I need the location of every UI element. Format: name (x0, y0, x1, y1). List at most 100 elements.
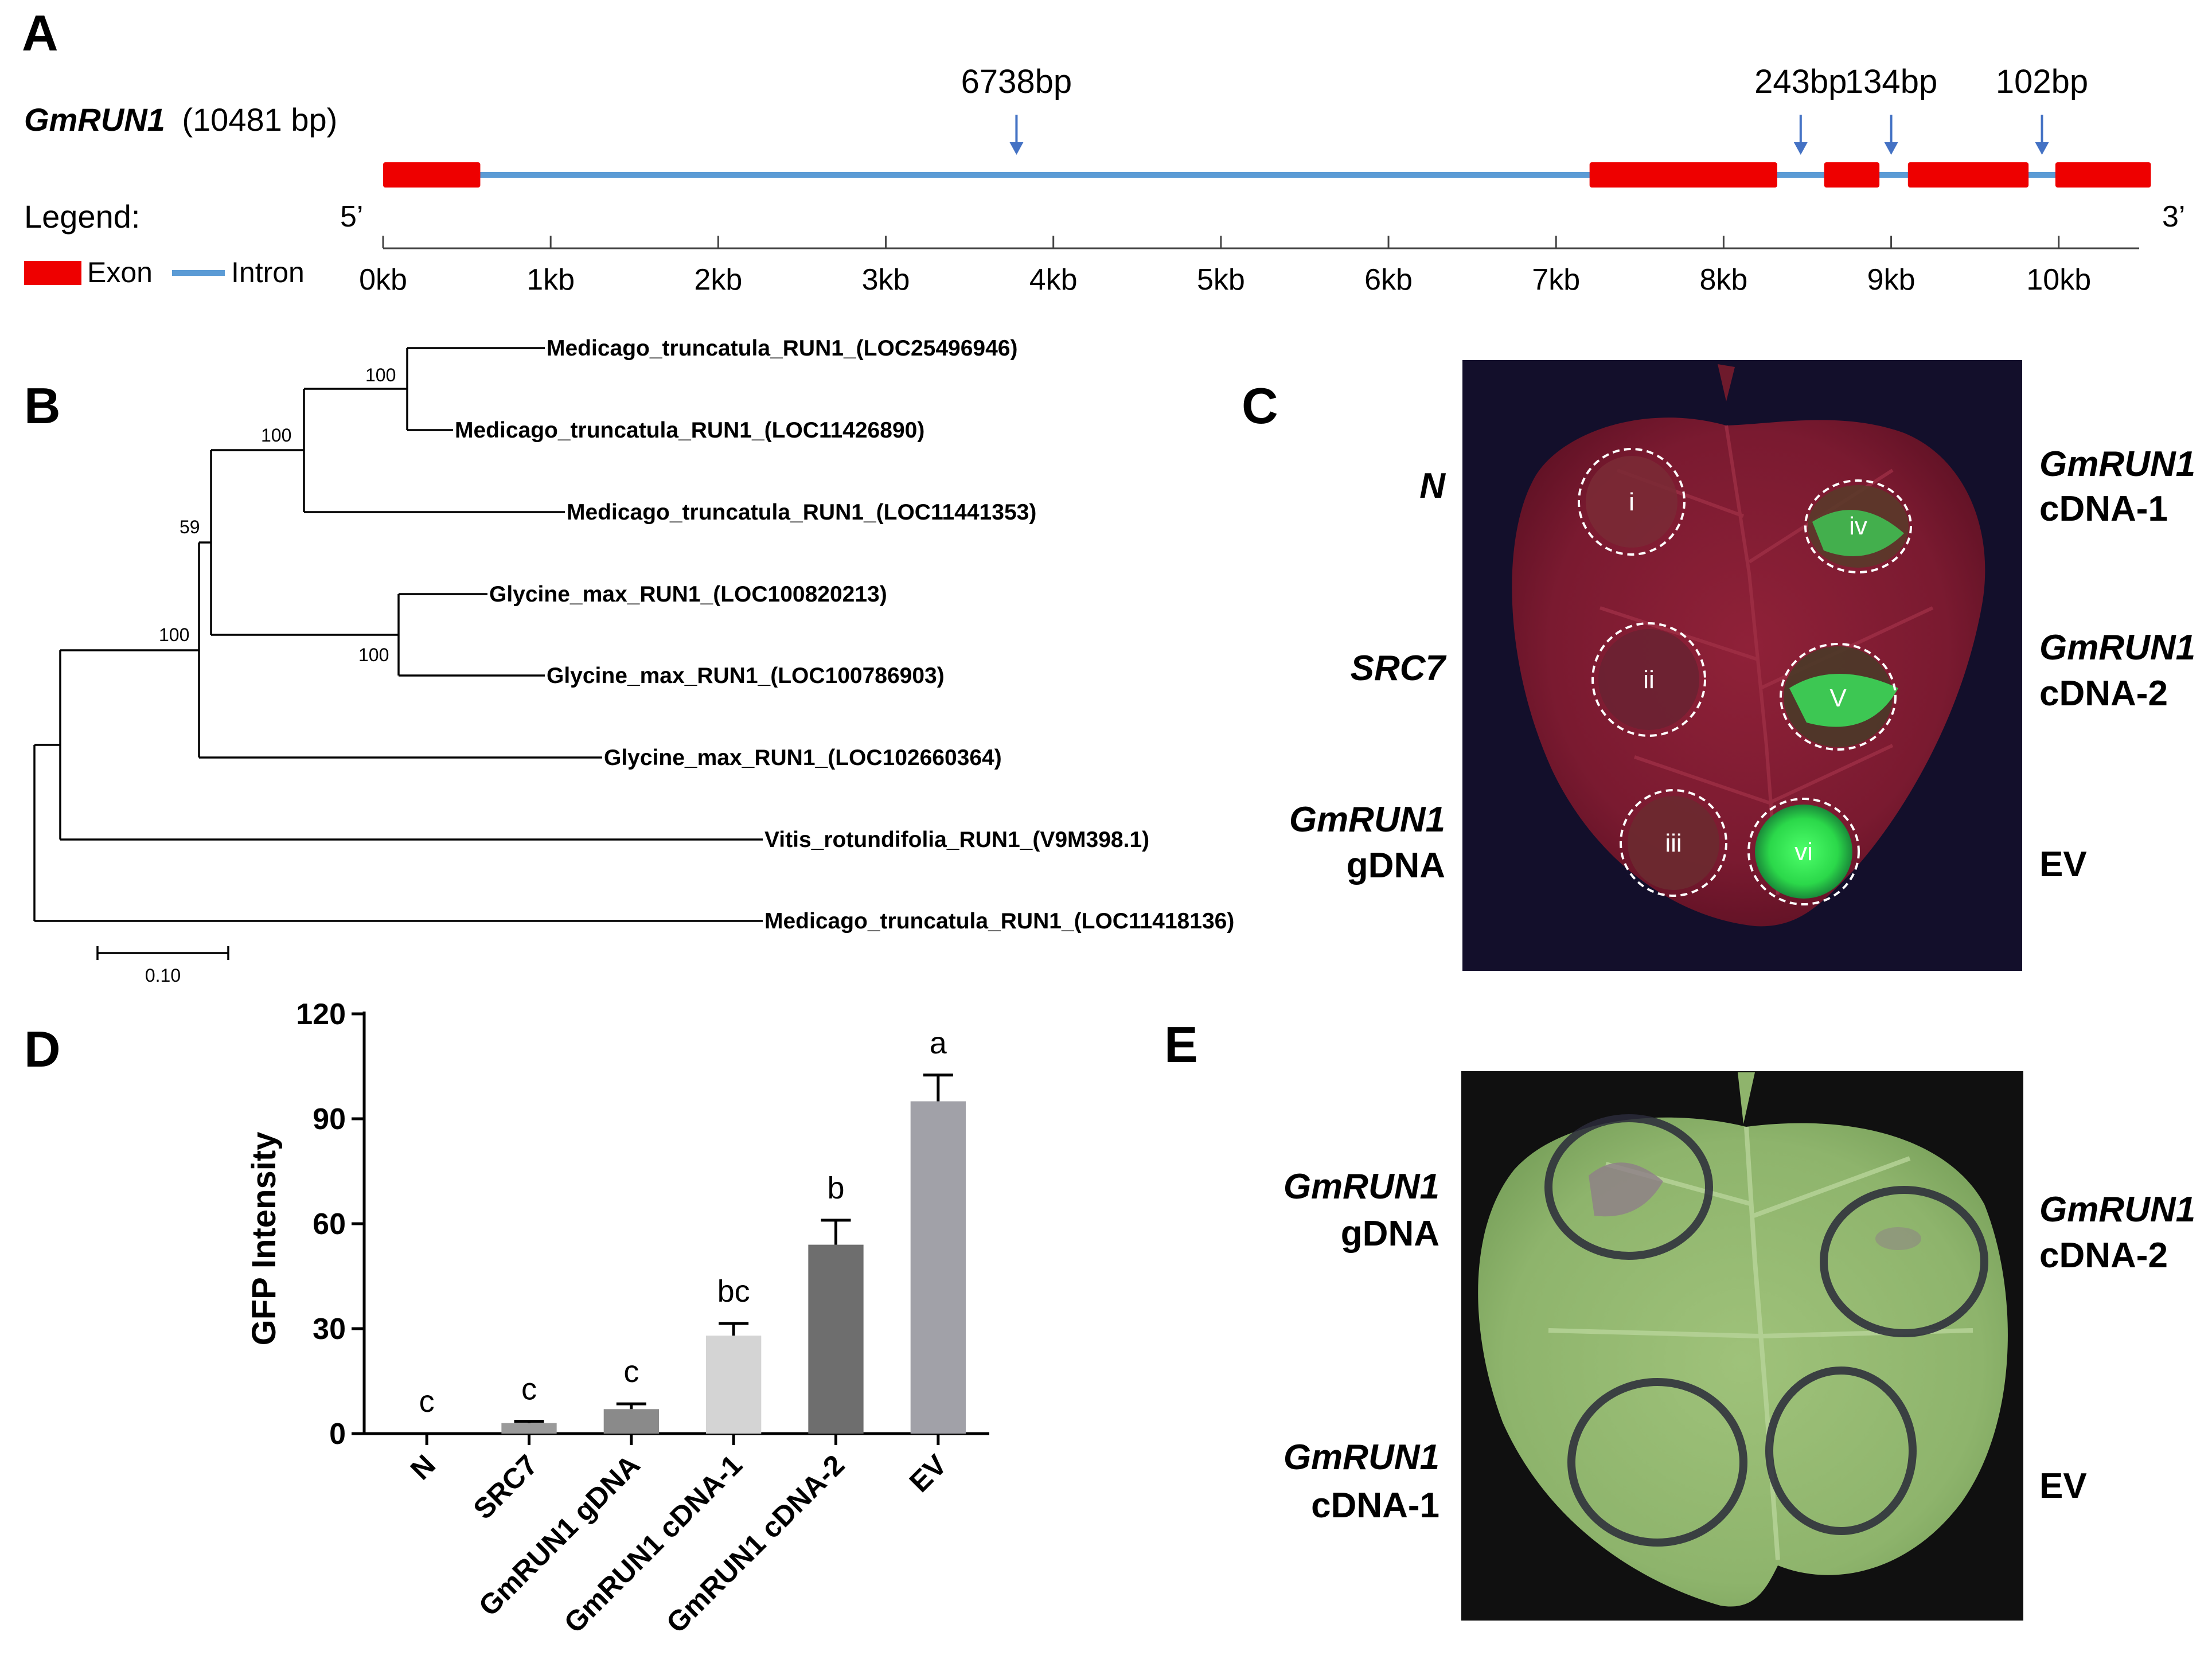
bar (808, 1244, 864, 1434)
y-tick-label: 0 (329, 1418, 346, 1451)
scale-tick-label: 4kb (1029, 263, 1078, 296)
e-label-gmrun1: GmRUN1 (1283, 1438, 1439, 1477)
intron-size-label: 134bp (1845, 63, 1937, 100)
bootstrap-value: 100 (159, 624, 189, 645)
taxon-label: Glycine_max_RUN1_(LOC100820213) (489, 582, 887, 607)
intron-size-label: 6738bp (961, 63, 1072, 100)
spot-label: ii (1643, 666, 1655, 694)
x-tick-label: N (404, 1449, 442, 1486)
arrow-down-icon (1884, 142, 1898, 155)
c-label-src7: SRC7 (1351, 649, 1447, 688)
panel-a-label: A (22, 5, 58, 61)
y-tick-label: 90 (313, 1103, 346, 1136)
panel-e-left-labels: GmRUN1 gDNA GmRUN1 cDNA-1 (1283, 1167, 1439, 1525)
bootstrap-values: 100 100 59 100 100 (159, 365, 396, 665)
scale-tick-label: 6kb (1364, 263, 1413, 296)
y-tick-label: 30 (313, 1313, 346, 1346)
panel-c-right-labels: GmRUN1 cDNA-1 GmRUN1 cDNA-2 EV (2039, 444, 2195, 884)
y-axis-label: GFP Intensity (245, 1132, 283, 1346)
tree-scale-bar: 0.10 (96, 946, 229, 986)
gene-name: GmRUN1 (24, 101, 165, 138)
scale-tick-label: 2kb (694, 263, 742, 296)
panel-e-right-labels: GmRUN1 cDNA-2 EV (2039, 1190, 2195, 1506)
intron-size-marker: 243bp (1754, 63, 1847, 155)
panel-e-photo (1461, 1071, 2023, 1621)
arrow-down-icon (1793, 142, 1808, 155)
significance-letter: c (419, 1384, 435, 1419)
e-label-gdna: gDNA (1341, 1214, 1439, 1254)
significance-letter: a (930, 1026, 947, 1060)
y-tick-label: 120 (296, 998, 346, 1031)
legend-intron-label: Intron (231, 256, 305, 288)
scale-tick-label: 8kb (1699, 263, 1747, 296)
taxon-label: Glycine_max_RUN1_(LOC100786903) (547, 663, 945, 688)
exon-block (2055, 162, 2151, 188)
c-label-gdna: gDNA (1347, 846, 1445, 885)
bootstrap-value: 100 (365, 365, 396, 385)
hr-assay-leaf (1478, 1117, 2008, 1607)
taxon-label: Medicago_truncatula_RUN1_(LOC11441353) (567, 500, 1036, 525)
panel-c-left-labels: N SRC7 GmRUN1 gDNA (1289, 466, 1447, 885)
spot-label: iv (1849, 512, 1867, 540)
c-label-n: N (1419, 466, 1446, 506)
tree-scale-label: 0.10 (145, 965, 181, 986)
bar (910, 1101, 966, 1434)
x-tick-label: GmRUN1 cDNA-2 (660, 1449, 851, 1639)
e-label-ev: EV (2039, 1466, 2087, 1506)
spot-label: i (1629, 488, 1634, 516)
bar (501, 1423, 557, 1434)
five-prime-label: 5’ (340, 200, 363, 233)
y-tick-label: 60 (313, 1208, 346, 1241)
spot-label: iii (1665, 829, 1682, 857)
scale-tick-label: 5kb (1197, 263, 1245, 296)
intron-size-marker: 102bp (1996, 63, 2088, 155)
taxon-label: Vitis_rotundifolia_RUN1_(V9M398.1) (764, 827, 1149, 852)
x-tick-label: EV (903, 1449, 953, 1498)
scale-tick-label: 10kb (2026, 263, 2091, 296)
c-label-gmrun1: GmRUN1 (2039, 444, 2195, 484)
scale-tick-label: 0kb (359, 263, 407, 296)
panel-c-photo: i ii iii iv V vi (1462, 360, 2022, 971)
significance-letter: c (623, 1354, 639, 1389)
spot-label: V (1829, 684, 1847, 712)
taxon-label: Medicago_truncatula_RUN1_(LOC11426890) (455, 418, 924, 443)
intron-size-marker: 134bp (1845, 63, 1937, 155)
legend-exon-label: Exon (87, 256, 153, 288)
taxon-label: Glycine_max_RUN1_(LOC102660364) (604, 745, 1002, 770)
scale-tick-label: 7kb (1532, 263, 1580, 296)
three-prime-label: 3’ (2162, 200, 2185, 233)
e-label-cdna2: cDNA-2 (2039, 1236, 2168, 1275)
panel-b: B (24, 336, 1234, 986)
scale-tick-label: 3kb (862, 263, 910, 296)
bootstrap-value: 59 (180, 517, 200, 537)
spot-outlines (1578, 448, 1912, 905)
panel-e: E GmRUN1 gDNA GmRUN1 cDNA-1 (1164, 1016, 2195, 1621)
spot-label: vi (1794, 838, 1813, 866)
c-label-gmrun1: GmRUN1 (2039, 628, 2195, 667)
c-label-cdna1: cDNA-1 (2039, 489, 2168, 529)
bar (706, 1336, 762, 1434)
taxon-label: Medicago_truncatula_RUN1_(LOC25496946) (547, 336, 1017, 361)
scale-tick-label: 9kb (1867, 263, 1915, 296)
panel-a: A GmRUN1 (10481 bp) Legend: Exon Intron … (22, 5, 2185, 296)
panel-b-label: B (24, 377, 61, 434)
arrow-down-icon (1009, 142, 1024, 155)
legend-label: Legend: (24, 198, 140, 235)
significance-letter: c (521, 1372, 537, 1407)
gene-length: (10481 bp) (182, 101, 337, 138)
gene-scale-axis: 0kb 1kb 2kb 3kb 4kb 5kb 6kb 7kb 8kb 9kb 10kb (359, 236, 2139, 296)
intron-size-marker: 6738bp (961, 63, 1072, 155)
bootstrap-value: 100 (261, 425, 291, 446)
x-tick-label: SRC7 (467, 1449, 544, 1525)
panel-d-label: D (24, 1021, 61, 1077)
scale-tick-label: 1kb (526, 263, 575, 296)
infiltration-rings (1544, 1114, 1988, 1547)
c-label-gmrun1: GmRUN1 (1289, 800, 1445, 840)
bar (603, 1409, 659, 1434)
panel-d: D GFP Intensity 0306090120cNcSRC7cGmRUN1… (24, 998, 989, 1639)
exon-block (1824, 162, 1880, 188)
x-tick-label: GmRUN1 cDNA-1 (558, 1449, 748, 1639)
